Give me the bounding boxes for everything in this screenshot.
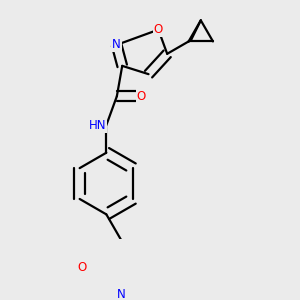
Text: O: O [154,23,163,36]
Text: O: O [136,90,146,103]
Text: N: N [117,288,126,300]
Text: N: N [112,38,121,51]
Text: HN: HN [89,119,106,132]
Text: O: O [77,261,87,274]
